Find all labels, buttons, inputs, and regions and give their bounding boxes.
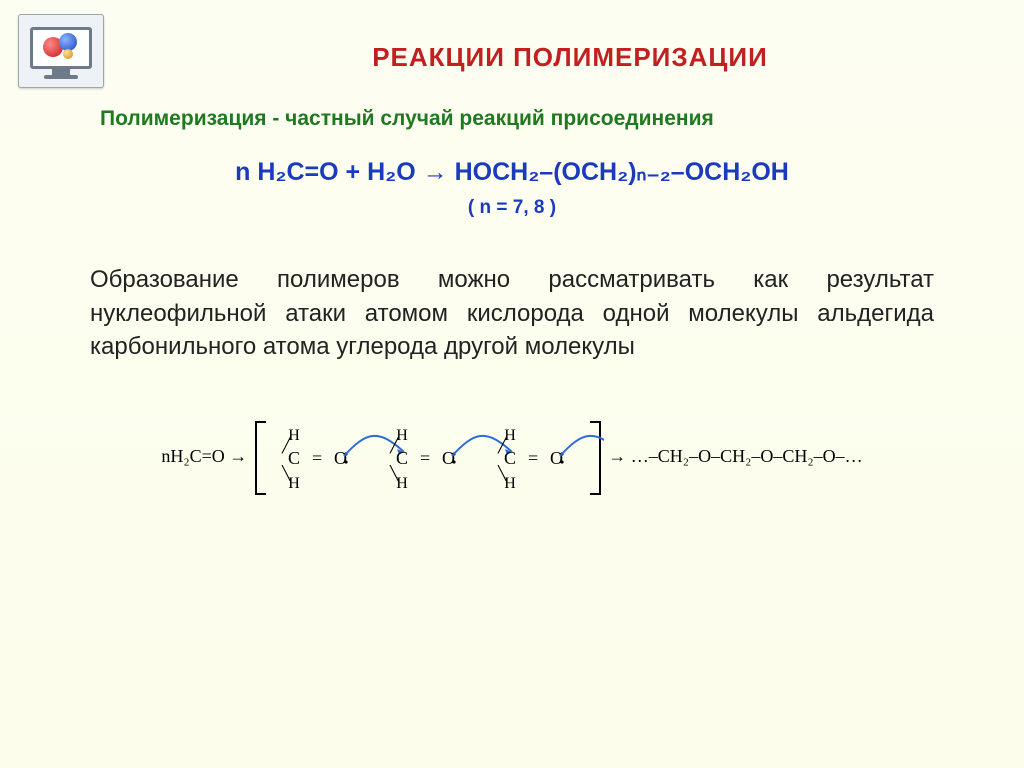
slide: РЕАКЦИИ ПОЛИМЕРИЗАЦИИ Полимеризация - ча… <box>0 0 1024 768</box>
explanation-paragraph: Образование полимеров можно рассматриват… <box>90 263 934 364</box>
svg-text:O: O <box>334 448 347 468</box>
computer-molecule-icon <box>18 14 104 88</box>
svg-text:=: = <box>420 448 430 468</box>
monitor-icon <box>30 27 92 75</box>
svg-text:H: H <box>288 475 300 492</box>
svg-text:H: H <box>504 475 516 492</box>
n-range-note: ( n = 7, 8 ) <box>60 197 964 219</box>
slide-title: РЕАКЦИИ ПОЛИМЕРИЗАЦИИ <box>220 42 920 73</box>
svg-text:C: C <box>396 448 408 468</box>
svg-text:O: O <box>550 448 563 468</box>
monitor-screen <box>30 27 92 69</box>
svg-text:=: = <box>528 448 538 468</box>
mechanism-diagram: nH₂C=O → H╱╲C=OHH╱╲C=OHH╱╲C=OH → …–CH₂–O… <box>60 414 964 502</box>
reaction-equation: n H₂C=O + H₂O → HOCH₂–(OCH₂)ₙ₋₂–OCH₂OH <box>60 157 964 187</box>
slide-subtitle: Полимеризация - частный случай реакций п… <box>100 107 964 131</box>
svg-text:H: H <box>396 475 408 492</box>
svg-text:C: C <box>504 448 516 468</box>
svg-text:C: C <box>288 448 300 468</box>
mechanism-left: nH₂C=O → <box>161 446 247 466</box>
svg-text:=: = <box>312 448 322 468</box>
svg-text:O: O <box>442 448 455 468</box>
mechanism-right: → …–CH₂–O–CH₂–O–CH₂–O–… <box>608 446 862 466</box>
molecule-icon <box>39 33 83 63</box>
